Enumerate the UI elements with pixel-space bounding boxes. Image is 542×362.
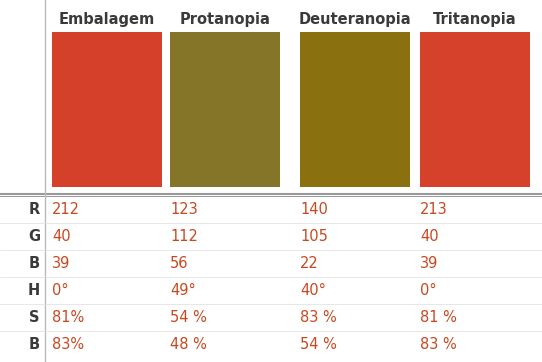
Text: 112: 112 [170, 229, 198, 244]
Text: 83%: 83% [52, 337, 84, 352]
Text: 39: 39 [420, 256, 438, 271]
Text: H: H [28, 283, 40, 298]
Text: S: S [29, 310, 40, 325]
Text: 40°: 40° [300, 283, 326, 298]
Text: B: B [29, 256, 40, 271]
Text: R: R [29, 202, 40, 217]
Text: 39: 39 [52, 256, 70, 271]
Bar [300, 32, 410, 187]
Text: 40: 40 [52, 229, 70, 244]
Text: 140: 140 [300, 202, 328, 217]
Text: 54 %: 54 % [300, 337, 337, 352]
Bar [170, 32, 280, 187]
Text: Embalagem: Embalagem [59, 12, 155, 27]
Text: Deuteranopia: Deuteranopia [299, 12, 411, 27]
Bar [52, 32, 162, 187]
Text: B: B [29, 337, 40, 352]
Bar [420, 32, 530, 187]
Text: 0°: 0° [52, 283, 69, 298]
Text: 48 %: 48 % [170, 337, 207, 352]
Text: 54 %: 54 % [170, 310, 207, 325]
Text: 212: 212 [52, 202, 80, 217]
Text: 56: 56 [170, 256, 189, 271]
Text: Tritanopia: Tritanopia [433, 12, 517, 27]
Text: 83 %: 83 % [300, 310, 337, 325]
Text: 49°: 49° [170, 283, 196, 298]
Text: 0°: 0° [420, 283, 437, 298]
Text: 83 %: 83 % [420, 337, 457, 352]
Text: 22: 22 [300, 256, 319, 271]
Text: 105: 105 [300, 229, 328, 244]
Text: 123: 123 [170, 202, 198, 217]
Text: 40: 40 [420, 229, 438, 244]
Text: Protanopia: Protanopia [179, 12, 270, 27]
Text: G: G [28, 229, 40, 244]
Text: 213: 213 [420, 202, 448, 217]
Text: 81%: 81% [52, 310, 84, 325]
Text: 81 %: 81 % [420, 310, 457, 325]
